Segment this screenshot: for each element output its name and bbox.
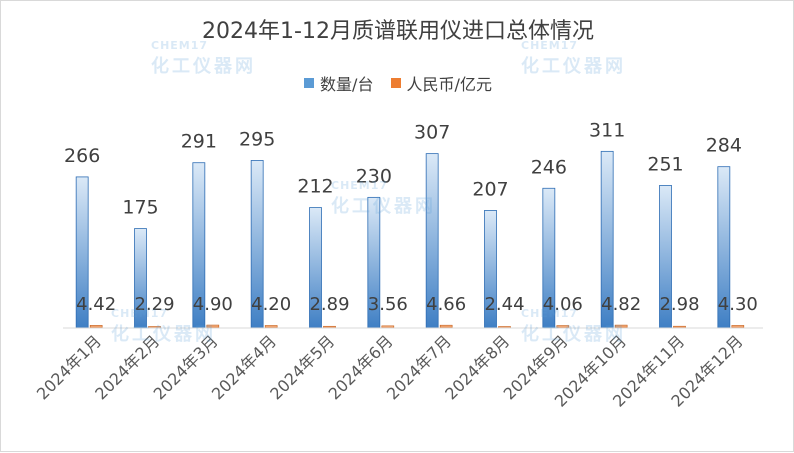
data-label-rmb: 2.89 bbox=[309, 294, 349, 315]
data-label-rmb: 4.42 bbox=[76, 294, 116, 315]
data-label-quantity: 311 bbox=[589, 119, 625, 141]
data-label-quantity: 246 bbox=[531, 156, 567, 178]
chart-title: 2024年1-12月质谱联用仪进口总体情况 bbox=[202, 19, 594, 44]
data-label-quantity: 295 bbox=[239, 128, 275, 150]
data-label-quantity: 307 bbox=[414, 122, 450, 144]
legend-label-quantity: 数量/台 bbox=[320, 75, 374, 94]
data-label-rmb: 2.44 bbox=[484, 294, 524, 315]
data-label-quantity: 284 bbox=[706, 135, 742, 157]
data-label-rmb: 2.98 bbox=[659, 294, 699, 315]
data-label-quantity: 207 bbox=[472, 178, 508, 200]
data-label-rmb: 3.56 bbox=[368, 294, 408, 315]
data-label-rmb: 4.66 bbox=[426, 294, 466, 315]
data-label-rmb: 2.29 bbox=[134, 294, 174, 315]
legend-item-quantity: 数量/台 bbox=[304, 71, 373, 95]
data-label-quantity: 251 bbox=[647, 153, 683, 175]
data-label-rmb: 4.20 bbox=[251, 294, 291, 315]
legend-swatch-rmb bbox=[390, 78, 401, 88]
data-label-rmb: 4.06 bbox=[543, 294, 583, 315]
data-label-rmb: 4.30 bbox=[718, 294, 758, 315]
data-label-quantity: 212 bbox=[297, 176, 333, 198]
data-label-quantity: 230 bbox=[356, 165, 392, 187]
data-label-quantity: 266 bbox=[64, 145, 100, 167]
data-label-rmb: 4.82 bbox=[601, 294, 641, 315]
chart-legend: 数量/台 人民币/亿元 bbox=[1, 71, 794, 95]
legend-label-rmb: 人民币/亿元 bbox=[406, 75, 492, 94]
data-label-quantity: 175 bbox=[122, 197, 158, 219]
legend-swatch-quantity bbox=[304, 78, 315, 88]
legend-item-rmb: 人民币/亿元 bbox=[390, 71, 492, 95]
data-label-rmb: 4.90 bbox=[193, 294, 233, 315]
data-label-quantity: 291 bbox=[181, 131, 217, 153]
